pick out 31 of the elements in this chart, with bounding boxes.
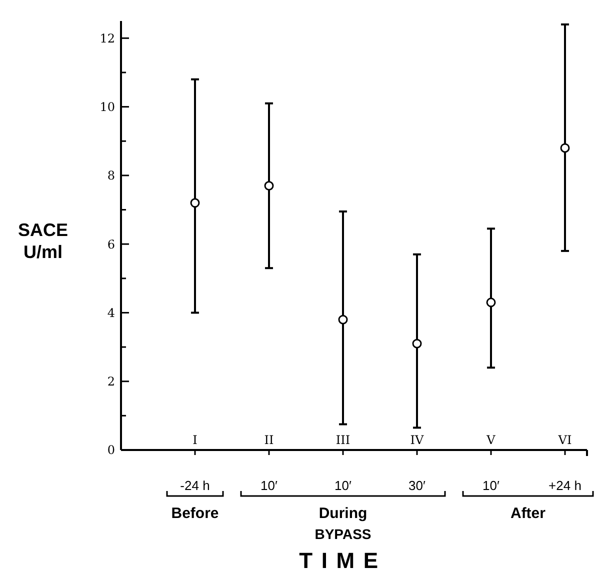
point: [486, 298, 496, 308]
x-tick-label: IV: [410, 433, 424, 447]
x-axis-title: TIME: [299, 548, 387, 573]
y-tick-label: 12: [100, 31, 115, 46]
y-tick-label: 6: [107, 237, 115, 252]
y-tick-label: 10: [100, 100, 115, 114]
text: 10′: [260, 478, 278, 493]
point: [338, 314, 348, 324]
point: [264, 180, 274, 190]
text: After: [510, 505, 546, 522]
text: Before: [171, 505, 219, 522]
point: [412, 338, 422, 348]
x-tick-label: VI: [557, 433, 572, 447]
y-axis-title: SACE U/ml: [18, 220, 68, 262]
text: 10′: [482, 478, 500, 493]
y-tick-label: 0: [107, 443, 115, 458]
y-tick-label: 4: [107, 306, 116, 320]
point: [560, 143, 570, 153]
text: -24 h: [180, 478, 210, 493]
y-tick-label: 8: [107, 168, 115, 183]
text: BYPASS: [314, 526, 372, 542]
text: 30′: [408, 478, 426, 493]
text: During: [318, 505, 368, 522]
point: [190, 198, 200, 208]
x-tick-label: II: [264, 433, 274, 447]
x-tick-label: I: [192, 433, 198, 447]
x-tick-label: III: [336, 433, 350, 447]
text: 10′: [334, 478, 352, 493]
y-tick-label: 2: [107, 374, 115, 389]
text: +24 h: [548, 478, 582, 493]
x-tick-label: V: [486, 433, 496, 447]
